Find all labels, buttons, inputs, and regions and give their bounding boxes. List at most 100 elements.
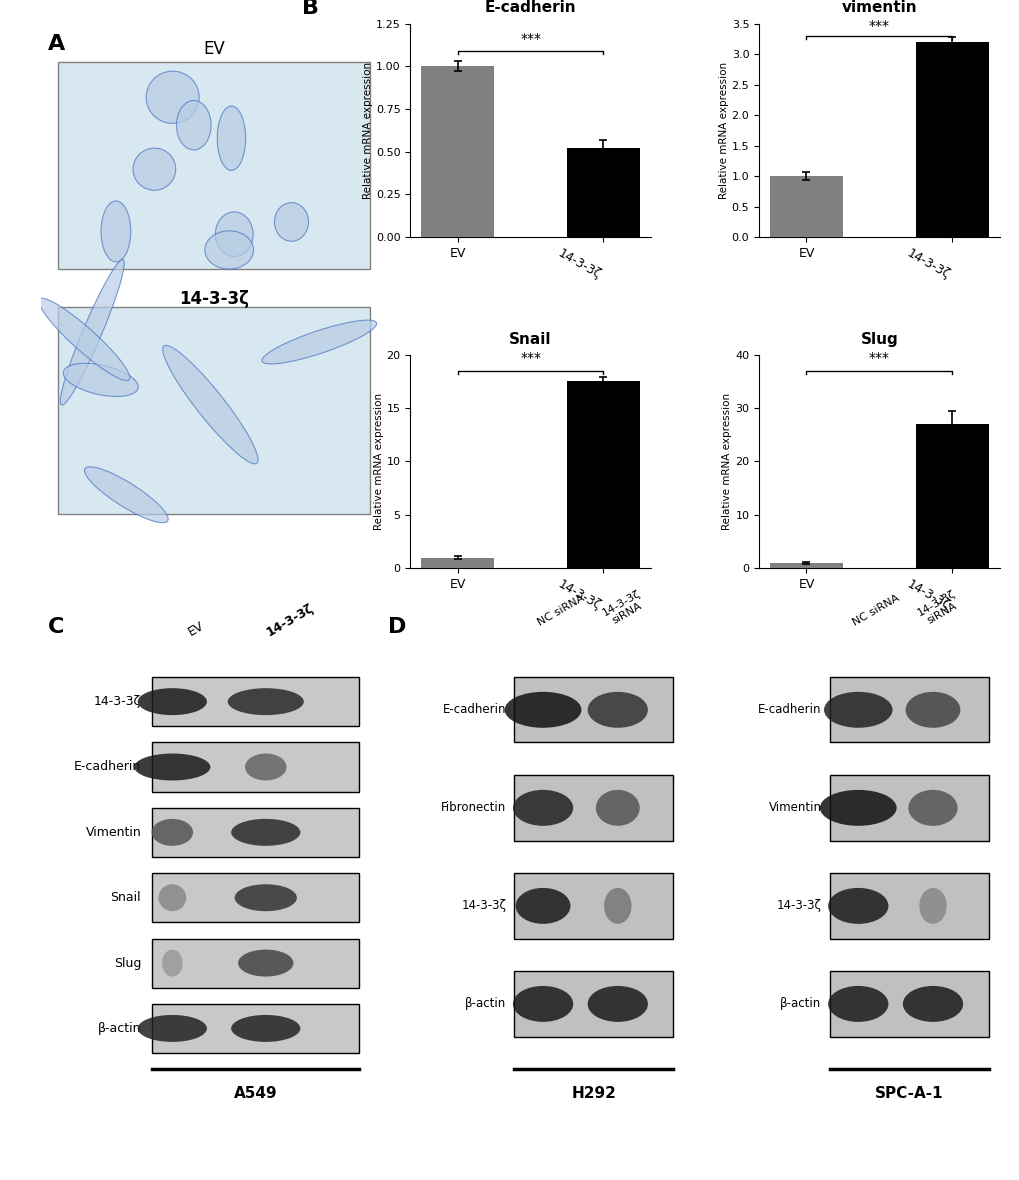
Text: β-actin: β-actin bbox=[465, 997, 505, 1010]
Ellipse shape bbox=[132, 149, 175, 190]
Text: ***: *** bbox=[868, 19, 889, 33]
Bar bbox=[514, 677, 673, 742]
Text: ***: *** bbox=[868, 352, 889, 366]
Title: Snail: Snail bbox=[508, 332, 551, 347]
Ellipse shape bbox=[587, 691, 647, 728]
Bar bbox=[152, 742, 359, 792]
Ellipse shape bbox=[827, 887, 888, 924]
Ellipse shape bbox=[513, 789, 573, 826]
Bar bbox=[421, 557, 493, 569]
Bar bbox=[152, 1004, 359, 1053]
Ellipse shape bbox=[215, 212, 253, 256]
Ellipse shape bbox=[135, 754, 210, 780]
Text: Slug: Slug bbox=[114, 957, 141, 970]
Text: β-actin: β-actin bbox=[780, 997, 820, 1010]
Ellipse shape bbox=[504, 691, 581, 728]
Bar bbox=[152, 677, 359, 726]
Text: H292: H292 bbox=[571, 1086, 615, 1101]
Text: 14-3-3ζ
siRNA: 14-3-3ζ siRNA bbox=[600, 589, 647, 628]
Text: E-cadherin: E-cadherin bbox=[73, 760, 141, 774]
Text: A: A bbox=[48, 34, 65, 54]
Bar bbox=[514, 873, 673, 938]
Text: SPC-A-1: SPC-A-1 bbox=[874, 1086, 943, 1101]
Bar bbox=[915, 42, 987, 237]
Ellipse shape bbox=[516, 887, 570, 924]
Bar bbox=[567, 381, 639, 569]
Bar bbox=[567, 149, 639, 237]
Ellipse shape bbox=[902, 986, 962, 1022]
Ellipse shape bbox=[60, 260, 124, 405]
Text: 14-3-3ζ: 14-3-3ζ bbox=[94, 695, 141, 708]
Ellipse shape bbox=[231, 819, 300, 846]
Bar bbox=[769, 563, 842, 569]
Bar bbox=[152, 808, 359, 857]
Bar bbox=[828, 775, 987, 840]
Ellipse shape bbox=[513, 986, 573, 1022]
Ellipse shape bbox=[217, 106, 246, 170]
Text: β-actin: β-actin bbox=[98, 1022, 141, 1035]
Bar bbox=[421, 66, 493, 237]
Ellipse shape bbox=[234, 884, 297, 911]
Title: Slug: Slug bbox=[860, 332, 898, 347]
Ellipse shape bbox=[595, 789, 639, 826]
Ellipse shape bbox=[205, 231, 254, 269]
Title: vimentin: vimentin bbox=[841, 0, 916, 15]
Bar bbox=[828, 677, 987, 742]
Ellipse shape bbox=[63, 363, 139, 396]
Bar bbox=[828, 971, 987, 1036]
Ellipse shape bbox=[158, 884, 186, 911]
Y-axis label: Relative mRNA expression: Relative mRNA expression bbox=[363, 61, 373, 199]
Text: E-cadherin: E-cadherin bbox=[757, 703, 820, 716]
Ellipse shape bbox=[138, 688, 207, 715]
Ellipse shape bbox=[905, 691, 960, 728]
Ellipse shape bbox=[918, 887, 946, 924]
Text: Snail: Snail bbox=[110, 891, 141, 904]
Bar bbox=[152, 873, 359, 923]
Text: E-cadherin: E-cadherin bbox=[442, 703, 505, 716]
FancyBboxPatch shape bbox=[58, 307, 369, 513]
Bar bbox=[514, 971, 673, 1036]
Text: D: D bbox=[388, 617, 407, 637]
Ellipse shape bbox=[101, 201, 130, 262]
Text: C: C bbox=[48, 617, 64, 637]
Text: Vimentin: Vimentin bbox=[86, 826, 141, 839]
Ellipse shape bbox=[274, 203, 308, 241]
Text: 14-3-3ζ: 14-3-3ζ bbox=[178, 290, 249, 308]
Text: B: B bbox=[302, 0, 319, 18]
Y-axis label: Relative mRNA expression: Relative mRNA expression bbox=[373, 393, 383, 530]
Title: E-cadherin: E-cadherin bbox=[484, 0, 576, 15]
Bar bbox=[915, 424, 987, 569]
Ellipse shape bbox=[819, 789, 896, 826]
Text: ***: *** bbox=[520, 32, 540, 46]
Text: A549: A549 bbox=[233, 1086, 277, 1101]
Ellipse shape bbox=[823, 691, 892, 728]
Ellipse shape bbox=[227, 688, 304, 715]
Ellipse shape bbox=[39, 299, 129, 381]
Text: 14-3-3ζ
siRNA: 14-3-3ζ siRNA bbox=[915, 589, 962, 628]
Bar bbox=[514, 775, 673, 840]
FancyBboxPatch shape bbox=[58, 61, 369, 269]
Ellipse shape bbox=[231, 1015, 300, 1042]
Text: NC siRNA: NC siRNA bbox=[850, 594, 901, 628]
Text: 14-3-3ζ: 14-3-3ζ bbox=[775, 899, 820, 912]
Y-axis label: Relative mRNA expression: Relative mRNA expression bbox=[718, 61, 729, 199]
Y-axis label: Relative mRNA expression: Relative mRNA expression bbox=[721, 393, 732, 530]
Ellipse shape bbox=[146, 71, 199, 124]
Bar bbox=[152, 938, 359, 988]
Ellipse shape bbox=[163, 346, 258, 464]
Text: EV: EV bbox=[203, 40, 224, 58]
Ellipse shape bbox=[176, 100, 211, 150]
Text: 14-3-3ζ: 14-3-3ζ bbox=[461, 899, 505, 912]
Text: NC siRNA: NC siRNA bbox=[535, 594, 586, 628]
Ellipse shape bbox=[85, 467, 168, 523]
Ellipse shape bbox=[827, 986, 888, 1022]
Ellipse shape bbox=[237, 950, 293, 977]
Ellipse shape bbox=[587, 986, 647, 1022]
Ellipse shape bbox=[262, 320, 376, 363]
Ellipse shape bbox=[138, 1015, 207, 1042]
Ellipse shape bbox=[162, 950, 182, 977]
Ellipse shape bbox=[152, 819, 193, 846]
Text: ***: *** bbox=[520, 352, 540, 366]
Text: 14-3-3ζ: 14-3-3ζ bbox=[264, 602, 316, 640]
Ellipse shape bbox=[245, 754, 286, 780]
